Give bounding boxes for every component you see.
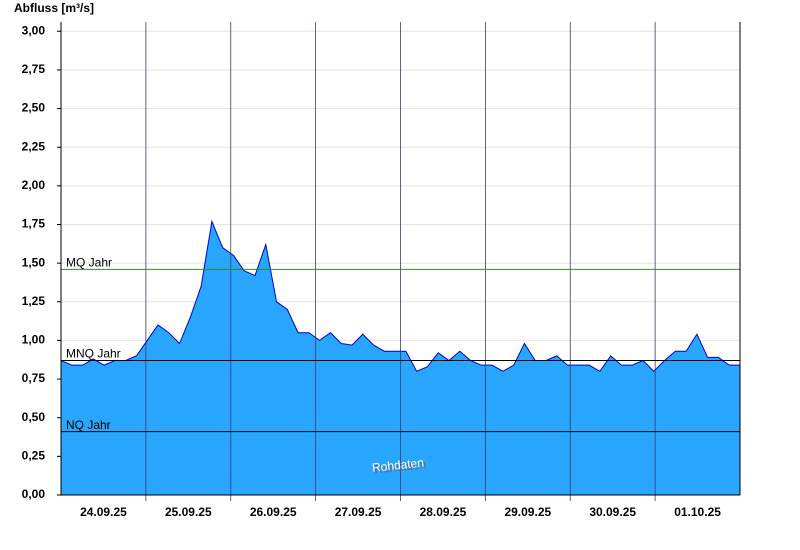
x-tick-label: 29.09.25 <box>504 505 551 519</box>
y-tick-label: 0,75 <box>22 371 46 385</box>
y-tick-label: 1,25 <box>22 294 46 308</box>
reference-label: MQ Jahr <box>66 255 112 269</box>
y-tick-label: 1,50 <box>22 255 46 269</box>
x-tick-label: 24.09.25 <box>80 505 127 519</box>
x-tick-label: 28.09.25 <box>420 505 467 519</box>
y-tick-label: 2,50 <box>22 101 46 115</box>
y-tick-label: 3,00 <box>22 23 46 37</box>
y-tick-label: 2,75 <box>22 62 46 76</box>
x-tick-label: 30.09.25 <box>589 505 636 519</box>
reference-label: NQ Jahr <box>66 418 111 432</box>
y-tick-label: 0,00 <box>22 487 46 501</box>
x-tick-label: 25.09.25 <box>165 505 212 519</box>
y-tick-label: 0,25 <box>22 449 46 463</box>
y-tick-label: 2,25 <box>22 139 46 153</box>
x-tick-label: 26.09.25 <box>250 505 297 519</box>
y-tick-label: 2,00 <box>22 178 46 192</box>
x-tick-label: 27.09.25 <box>335 505 382 519</box>
watermark-text: Rohdaten <box>371 455 424 474</box>
axis-title: Abfluss [m³/s] <box>14 1 94 15</box>
y-tick-label: 1,00 <box>22 333 46 347</box>
reference-label: MNQ Jahr <box>66 347 121 361</box>
y-tick-label: 1,75 <box>22 217 46 231</box>
y-tick-label: 0,50 <box>22 410 46 424</box>
x-tick-label: 01.10.25 <box>674 505 721 519</box>
watermark-shadow: Rohdaten <box>373 457 426 476</box>
